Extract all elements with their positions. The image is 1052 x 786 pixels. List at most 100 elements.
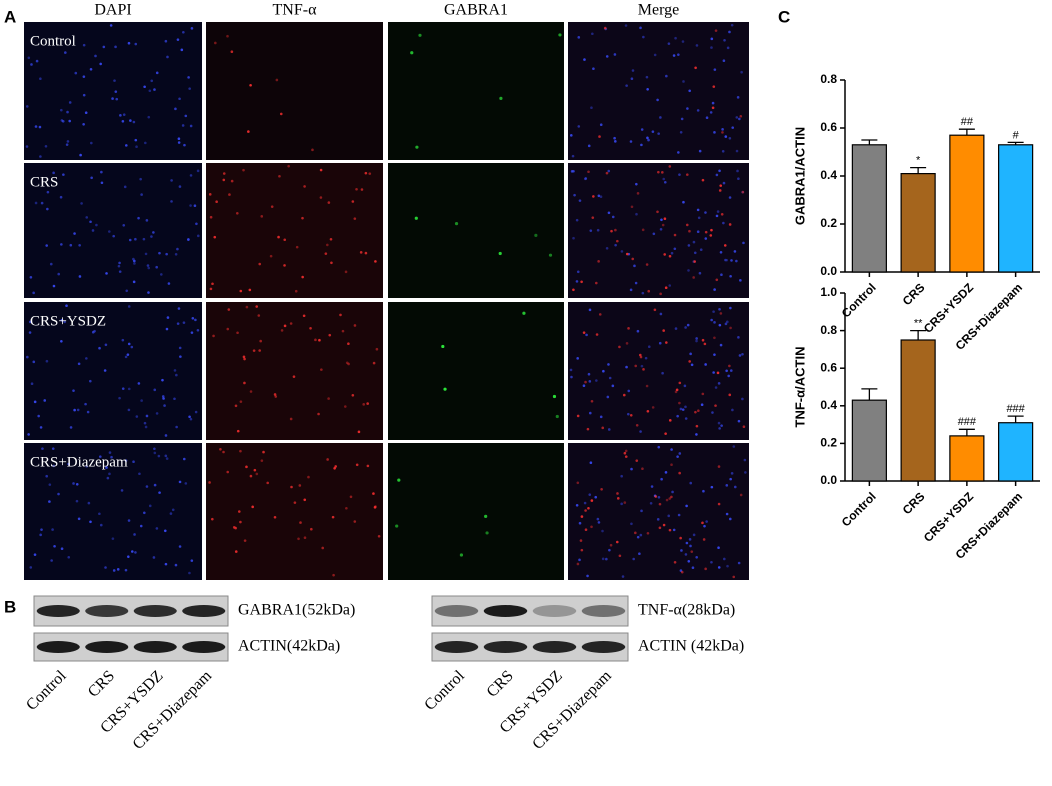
cell-dot	[713, 288, 716, 291]
cell-dot	[665, 341, 668, 344]
panel-label: A	[4, 7, 16, 26]
cell-dot	[609, 543, 613, 547]
cell-dot	[693, 260, 697, 263]
cell-dot	[607, 211, 611, 215]
cell-dot	[735, 149, 739, 153]
cell-dot	[642, 35, 645, 39]
cell-dot	[260, 215, 264, 218]
cell-dot	[190, 27, 194, 30]
cell-dot	[180, 48, 184, 52]
y-tick-label: 0.0	[820, 473, 837, 487]
cell-dot	[164, 562, 168, 566]
cell-dot	[685, 541, 689, 545]
blot-band	[532, 641, 577, 653]
cell-dot	[242, 355, 246, 359]
cell-dot	[30, 63, 33, 66]
cell-dot	[169, 512, 173, 515]
cell-dot	[723, 244, 727, 247]
cell-dot	[188, 571, 191, 575]
cell-dot	[125, 289, 129, 293]
cell-dot	[66, 140, 70, 143]
cell-dot	[153, 88, 156, 91]
cell-dot	[725, 484, 729, 487]
cell-dot	[687, 244, 691, 247]
bar	[900, 173, 936, 273]
cell-dot	[46, 207, 49, 211]
cell-dot	[656, 98, 659, 102]
cell-dot	[613, 53, 617, 56]
cell-dot	[114, 90, 118, 93]
cell-dot	[618, 554, 622, 558]
cell-dot	[638, 353, 642, 357]
cell-dot	[173, 397, 176, 401]
lane-label: Control	[421, 667, 468, 714]
cell-dot	[689, 352, 692, 356]
cell-dot	[652, 232, 656, 236]
cell-dot	[243, 539, 247, 542]
cell-dot	[522, 311, 526, 315]
cell-dot	[86, 410, 90, 414]
cell-dot	[695, 555, 698, 559]
column-header: Merge	[638, 2, 679, 19]
cell-dot	[175, 425, 178, 429]
cell-dot	[228, 193, 231, 196]
cell-dot	[714, 386, 718, 389]
cell-dot	[725, 258, 728, 262]
cell-dot	[67, 462, 71, 466]
cell-dot	[682, 200, 685, 204]
cell-dot	[245, 305, 249, 309]
cell-dot	[57, 492, 60, 496]
cell-dot	[577, 125, 581, 128]
cell-dot	[658, 341, 662, 345]
cell-dot	[719, 250, 723, 254]
micrograph-bg	[24, 302, 202, 440]
significance-mark: ##	[961, 116, 974, 128]
cell-dot	[178, 97, 181, 101]
cell-dot	[741, 397, 744, 401]
cell-dot	[729, 477, 732, 481]
cell-dot	[733, 485, 737, 489]
cell-dot	[353, 520, 357, 523]
cell-dot	[587, 170, 590, 174]
cell-dot	[644, 356, 648, 360]
cell-dot	[696, 208, 700, 212]
cell-dot	[624, 24, 628, 27]
cell-dot	[26, 355, 29, 359]
cell-dot	[735, 116, 739, 119]
cell-dot	[173, 369, 177, 372]
cell-dot	[122, 224, 126, 227]
cell-dot	[590, 525, 593, 529]
cell-dot	[729, 306, 732, 310]
cell-dot	[711, 106, 715, 110]
cell-dot	[139, 524, 143, 528]
cell-dot	[178, 480, 182, 484]
cell-dot	[152, 231, 155, 234]
cell-dot	[659, 292, 662, 296]
cell-dot	[121, 387, 125, 390]
cell-dot	[140, 193, 143, 196]
cell-dot	[53, 544, 56, 548]
cell-dot	[64, 51, 67, 54]
cell-dot	[624, 449, 628, 453]
cell-dot	[279, 112, 283, 116]
cell-dot	[639, 430, 642, 433]
y-axis-label: GABRA1/ACTIN	[792, 127, 807, 225]
micrograph	[24, 163, 202, 298]
cell-dot	[642, 368, 645, 371]
cell-dot	[303, 536, 307, 540]
cell-dot	[153, 388, 157, 392]
cell-dot	[145, 414, 149, 418]
cell-dot	[646, 136, 649, 140]
cell-dot	[252, 349, 256, 352]
cell-dot	[709, 111, 713, 114]
cell-dot	[127, 305, 131, 308]
cell-dot	[684, 326, 687, 329]
cell-dot	[127, 342, 131, 346]
cell-dot	[82, 93, 86, 97]
cell-dot	[737, 177, 740, 180]
cell-dot	[736, 96, 740, 99]
blot-band	[581, 641, 626, 653]
cell-dot	[364, 171, 368, 175]
cell-dot	[153, 447, 156, 451]
cell-dot	[623, 501, 627, 504]
